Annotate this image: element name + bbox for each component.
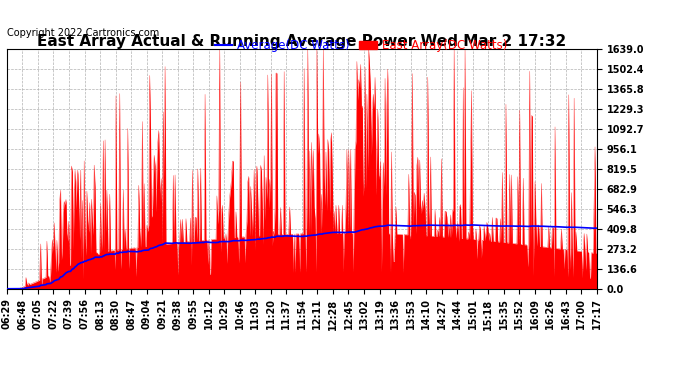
Text: Copyright 2022 Cartronics.com: Copyright 2022 Cartronics.com: [7, 28, 159, 38]
Title: East Array Actual & Running Average Power Wed Mar 2 17:32: East Array Actual & Running Average Powe…: [37, 34, 566, 49]
Legend: Average(DC Watts), East Array(DC Watts): Average(DC Watts), East Array(DC Watts): [210, 34, 512, 57]
